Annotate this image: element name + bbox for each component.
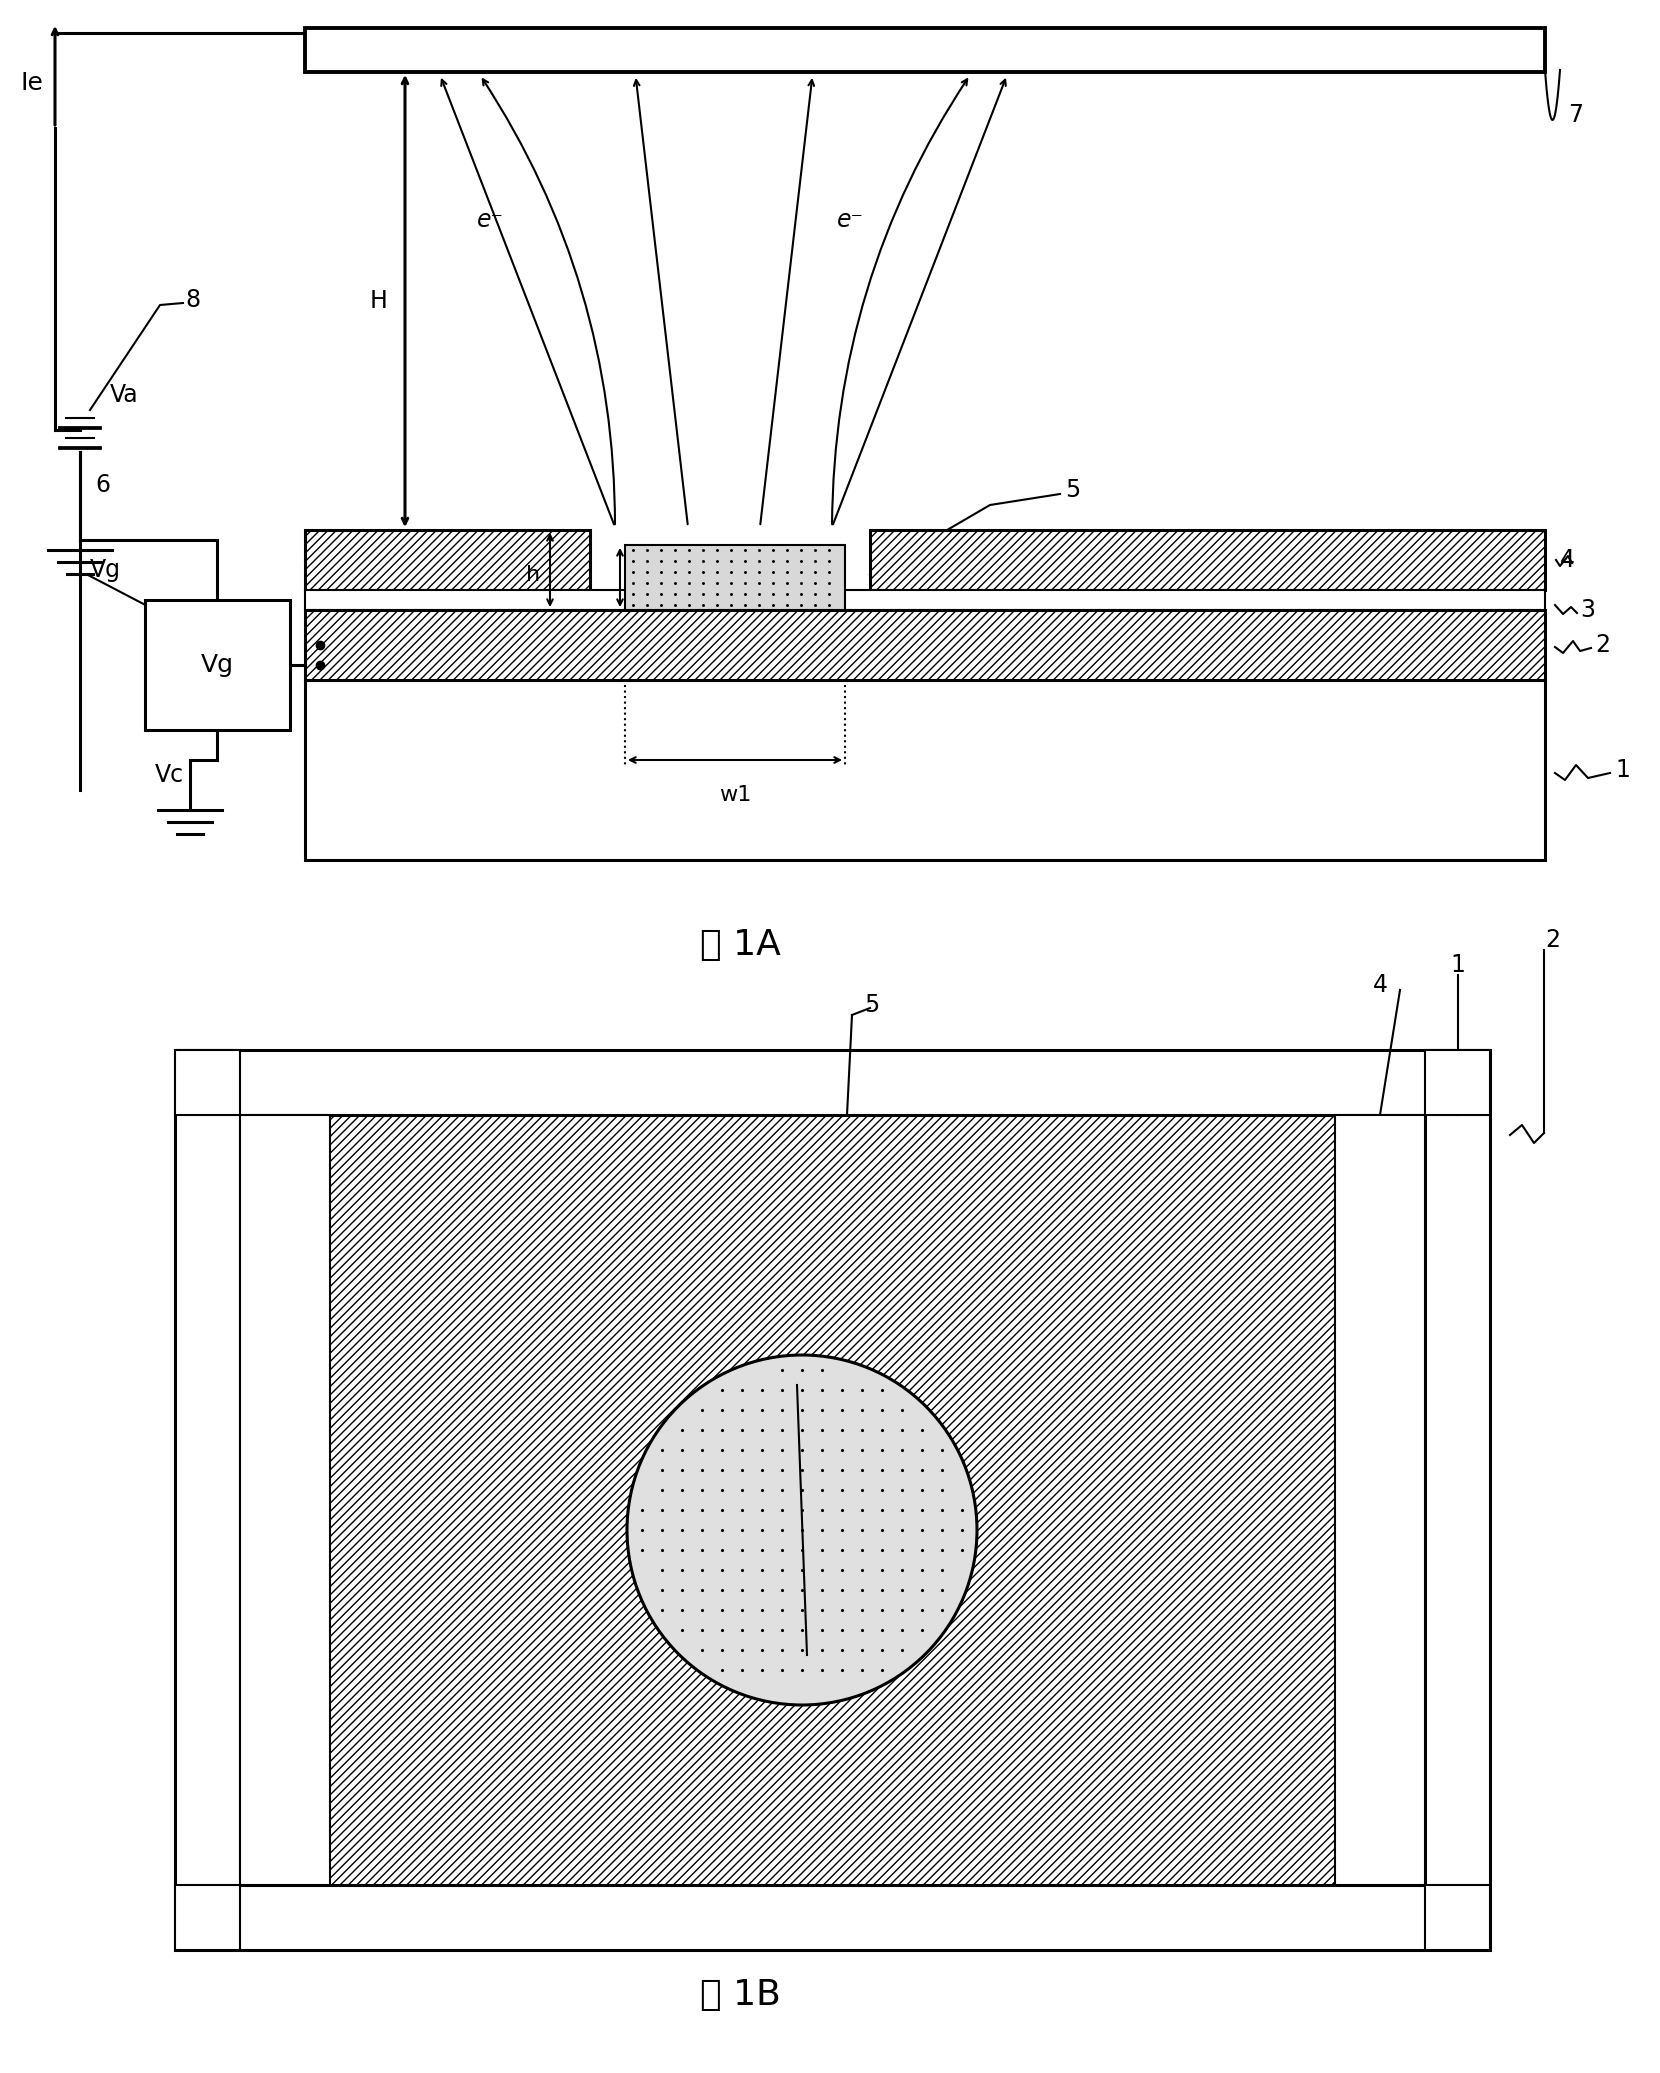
- Text: 图 1B: 图 1B: [699, 1978, 780, 2013]
- Text: Va: Va: [110, 384, 139, 406]
- Bar: [174, 1051, 1491, 1951]
- Text: Ie: Ie: [20, 70, 43, 95]
- Text: h1: h1: [627, 568, 656, 587]
- Bar: [305, 680, 1545, 860]
- Text: 1: 1: [1451, 954, 1466, 976]
- Bar: [870, 531, 1545, 591]
- Bar: [174, 1051, 241, 1115]
- Text: w1: w1: [719, 786, 752, 804]
- Text: Vc: Vc: [154, 763, 184, 788]
- Text: h: h: [526, 566, 540, 585]
- Text: 图 1A: 图 1A: [699, 929, 780, 962]
- Text: 4: 4: [1560, 547, 1575, 572]
- Text: 5: 5: [865, 993, 880, 1018]
- Bar: [1424, 1884, 1491, 1951]
- Text: Vg: Vg: [90, 558, 121, 583]
- Text: H: H: [369, 288, 387, 313]
- Text: 2: 2: [1545, 929, 1560, 952]
- Circle shape: [627, 1356, 978, 1704]
- Bar: [241, 1115, 1424, 1884]
- Text: 5: 5: [1066, 479, 1081, 502]
- Text: Vg: Vg: [201, 653, 234, 678]
- Bar: [305, 591, 1545, 609]
- Bar: [305, 609, 1545, 680]
- Text: e⁻: e⁻: [837, 207, 863, 232]
- Text: 6: 6: [95, 473, 110, 498]
- Bar: [174, 1884, 241, 1951]
- Text: 4: 4: [1373, 972, 1388, 997]
- Bar: [1335, 1115, 1424, 1884]
- Bar: [1424, 1051, 1491, 1115]
- Text: 7: 7: [1569, 104, 1584, 126]
- Text: 8: 8: [184, 288, 201, 313]
- Bar: [305, 531, 589, 591]
- Text: 2: 2: [1595, 632, 1610, 657]
- Text: e⁻: e⁻: [476, 207, 503, 232]
- Bar: [305, 29, 1545, 73]
- Text: 1: 1: [1615, 759, 1630, 782]
- Bar: [144, 599, 290, 730]
- Bar: [241, 1115, 330, 1884]
- Bar: [626, 545, 845, 609]
- Text: 3: 3: [1580, 597, 1595, 622]
